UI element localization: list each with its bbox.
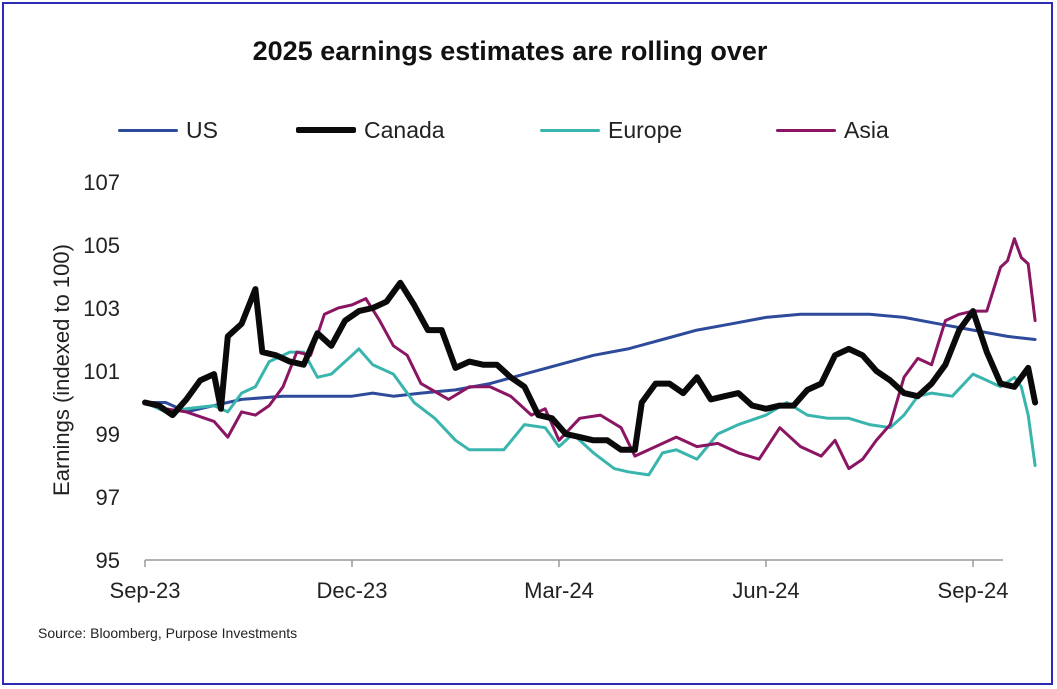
y-tick-label: 105 (83, 233, 120, 258)
y-tick-label: 95 (96, 548, 120, 573)
x-tick-label: Sep-23 (110, 578, 181, 603)
y-axis-ticks: 95 97 99 101 103 105 107 (83, 170, 120, 573)
series-lines (142, 237, 1039, 477)
series-line-canada (142, 279, 1039, 453)
x-tick-label: Mar-24 (524, 578, 594, 603)
legend-label-asia: Asia (844, 117, 889, 143)
y-tick-label: 99 (96, 422, 120, 447)
series-line-us (143, 312, 1037, 414)
y-tick-label: 107 (83, 170, 120, 195)
legend-swatch-canada (296, 127, 356, 133)
legend-swatch-asia (776, 129, 836, 132)
legend-label-us: US (186, 117, 218, 143)
legend-swatch-us (118, 129, 178, 132)
series-line-europe (143, 347, 1037, 477)
y-tick-label: 101 (83, 359, 120, 384)
legend-label-canada: Canada (364, 117, 445, 143)
x-tick-label: Jun-24 (732, 578, 799, 603)
series-line-asia (143, 237, 1037, 471)
y-tick-label: 103 (83, 296, 120, 321)
legend-swatch-europe (540, 129, 600, 132)
source-note: Source: Bloomberg, Purpose Investments (38, 625, 298, 641)
y-tick-label: 97 (96, 485, 120, 510)
chart-title: 2025 earnings estimates are rolling over (252, 36, 768, 66)
x-tick-label: Dec-23 (317, 578, 388, 603)
x-tick-label: Sep-24 (938, 578, 1009, 603)
legend-label-europe: Europe (608, 117, 683, 143)
x-axis: Sep-23 Dec-23 Mar-24 Jun-24 Sep-24 (110, 559, 1009, 603)
